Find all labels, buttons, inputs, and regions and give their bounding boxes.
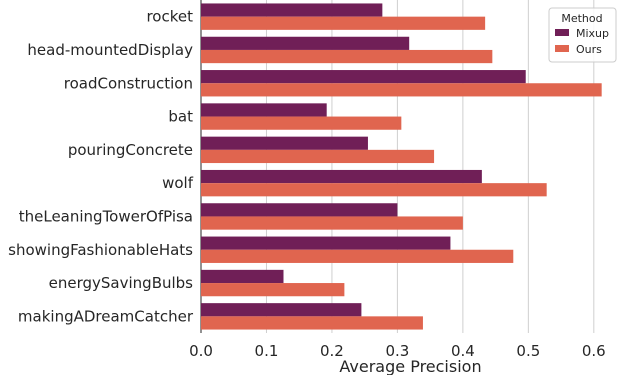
- legend: Method Mixup Ours: [548, 7, 617, 63]
- x-tick-labels: 0.0 0.1 0.2 0.3 0.4 0.5 0.6: [189, 342, 606, 360]
- x-tick-label: 0.1: [255, 342, 279, 360]
- bar-ours-makingADreamCatcher: [201, 316, 423, 330]
- legend-swatch-ours: [555, 45, 569, 52]
- category-label: theLeaningTowerOfPisa: [19, 207, 193, 225]
- category-label: pouringConcrete: [68, 141, 193, 159]
- bar-mixup-energySavingBulbs: [201, 269, 284, 284]
- bar-mixup-makingADreamCatcher: [201, 303, 362, 317]
- bars: [201, 3, 602, 330]
- x-tick-label: 0.3: [385, 342, 409, 360]
- category-label: energySavingBulbs: [49, 274, 194, 292]
- category-label: wolf: [162, 174, 194, 192]
- x-tick-label: 0.5: [516, 342, 540, 360]
- legend-swatch-mixup: [555, 29, 569, 36]
- bar-mixup-bat: [201, 103, 327, 117]
- category-label: makingADreamCatcher: [18, 307, 194, 325]
- bar-ours-pouringConcrete: [201, 149, 435, 164]
- bar-mixup-showingFashionableHats: [201, 236, 451, 250]
- bar-mixup-pouringConcrete: [201, 136, 368, 150]
- x-tick-label: 0.6: [582, 342, 606, 360]
- x-tick-label: 0.2: [320, 342, 344, 360]
- x-axis-title: Average Precision: [339, 357, 481, 375]
- bar-ours-roadConstruction: [201, 83, 602, 97]
- bar-ours-wolf: [201, 183, 547, 197]
- legend-label-ours: Ours: [576, 43, 602, 56]
- legend-label-mixup: Mixup: [576, 27, 609, 40]
- x-tick-label: 0.4: [451, 342, 475, 360]
- category-labels: rocket head-mountedDisplay roadConstructio…: [8, 8, 194, 326]
- bar-mixup-theLeaningTowerOfPisa: [201, 203, 398, 217]
- bar-ours-rocket: [201, 16, 486, 30]
- category-label: showingFashionableHats: [8, 241, 193, 259]
- bar-mixup-rocket: [201, 3, 383, 17]
- category-label: rocket: [146, 8, 193, 26]
- bar-ours-showingFashionableHats: [201, 249, 514, 263]
- category-label: bat: [168, 108, 193, 126]
- bar-mixup-wolf: [201, 169, 482, 184]
- category-label: roadConstruction: [64, 74, 193, 92]
- bar-ours-theLeaningTowerOfPisa: [201, 216, 463, 230]
- bar-ours-bat: [201, 116, 402, 130]
- bar-ours-head-mountedDisplay: [201, 49, 493, 64]
- x-tick-label: 0.0: [189, 342, 213, 360]
- category-label: head-mountedDisplay: [27, 41, 193, 59]
- bar-mixup-head-mountedDisplay: [201, 36, 410, 50]
- bar-ours-energySavingBulbs: [201, 283, 345, 297]
- bar-mixup-roadConstruction: [201, 70, 526, 84]
- legend-title: Method: [561, 12, 602, 25]
